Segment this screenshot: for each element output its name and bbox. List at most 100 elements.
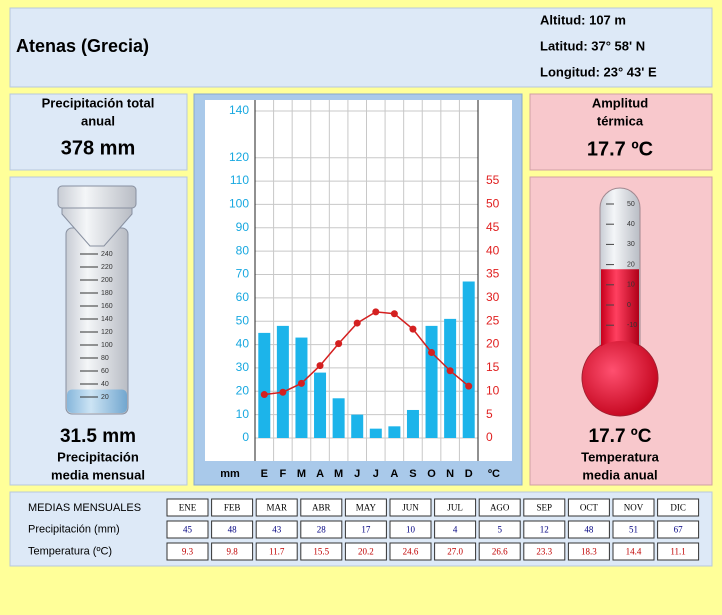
city-title: Atenas (Grecia) [16,36,149,56]
y2-tick-label: 5 [486,407,493,421]
cell-value: 28 [317,525,327,535]
x-right-label: ºC [488,468,500,480]
x-tick-label: D [465,468,473,480]
value-cell [657,520,700,539]
gauge-tick-label: 140 [101,316,113,323]
header-cell [612,498,655,517]
month-header: SEP [537,503,553,513]
climograph: 0 10 20 30 40 50 60 70 80 90 100 110 120 140 0 5 10 15 20 2… [229,100,500,461]
header-cell [211,498,254,517]
gauge-tick-label: 220 [101,264,113,271]
y2-tick-label: 50 [486,197,500,211]
y2-tick-label: 35 [486,267,500,281]
mean-precip-value: 31.5 mm [60,426,136,447]
header-cell [434,498,477,517]
header-cell [567,498,610,517]
cell-value: 23.3 [536,547,552,557]
cell-value: 24.6 [403,547,419,557]
x-tick-label: M [334,468,343,480]
range-value: 17.7 ºC [587,138,653,160]
temp-point [316,362,324,370]
value-cell [434,542,477,561]
value-cell [523,520,566,539]
temp-point [446,367,454,375]
thermo-tick-label: 10 [627,282,635,289]
month-header: AGO [490,503,510,513]
thermo-tick-label: 30 [627,241,635,248]
value-cell [211,520,254,539]
mean-precip-label: media mensual [51,467,145,482]
value-cell [389,542,432,561]
bar [406,409,419,438]
value-cell [300,542,343,561]
total-panel [9,93,188,171]
month-header: DIC [670,503,686,513]
gauge-tick-label: 240 [101,251,113,258]
bar [444,318,457,438]
y2-tick-label: 0 [486,430,493,444]
row-label: Precipitación (mm) [28,523,120,535]
table-title: MEDIAS MENSUALES [28,502,141,514]
y2-tick-label: 25 [486,313,500,327]
cell-value: 5 [497,525,502,535]
header-cell [255,498,298,517]
gauge-tick-label: 40 [101,381,109,388]
value-cell [255,542,298,561]
bar [369,428,382,438]
header-cell [478,498,521,517]
y2-tick-label: 30 [486,290,500,304]
y2-tick-label: 40 [486,243,500,257]
x-left-label: mm [220,468,240,480]
month-header: JUN [402,503,419,513]
bar [258,332,271,438]
thermo-tick-label: 50 [627,201,635,208]
cell-value: 9.3 [182,547,194,557]
temp-point [409,325,417,333]
gauge-tick-label: 100 [101,342,113,349]
cell-value: 67 [674,525,684,535]
mean-temp-label: media anual [582,467,657,482]
cell-value: 9.8 [226,547,238,557]
value-cell [434,520,477,539]
value-cell [166,520,209,539]
y2-tick-label: 15 [486,360,500,374]
cell-value: 45 [183,525,193,535]
y-tick-label: 40 [236,337,250,351]
temp-point [428,349,436,357]
month-header: OCT [580,503,599,513]
header-panel [9,7,713,88]
y-tick-label: 0 [242,430,249,444]
longitude: Longitud: 23° 43' E [540,64,657,79]
cell-value: 20.2 [358,547,374,557]
cell-value: 48 [584,525,594,535]
x-tick-label: F [280,468,287,480]
value-cell [657,542,700,561]
temp-point [353,319,361,327]
value-cell [166,542,209,561]
range-label: térmica [597,113,644,128]
y-tick-label: 140 [229,103,249,117]
range-label: Amplitud [592,95,648,110]
value-cell [478,542,521,561]
gauge-cap [57,185,137,209]
mean-temp-value: 17.7 ºC [589,426,652,447]
value-cell [300,520,343,539]
cell-value: 12 [540,525,549,535]
gauge-tick-label: 20 [101,394,109,401]
gauge-tick-label: 80 [101,355,109,362]
y-tick-label: 50 [236,313,250,327]
month-header: FEB [224,503,241,513]
y-tick-label: 100 [229,197,249,211]
mean-precip-label: Precipitación [57,449,139,464]
header-cell [300,498,343,517]
cell-value: 18.3 [581,547,597,557]
value-cell [344,542,387,561]
month-header: JUL [447,503,463,513]
cell-value: 26.6 [492,547,508,557]
value-cell [344,520,387,539]
cell-value: 43 [272,525,282,535]
mean-temp-label: Temperatura [581,449,660,464]
rain-gauge: 20 40 60 80 100 120 140 160 180 200 220 240 [57,185,137,415]
bar [462,281,475,438]
